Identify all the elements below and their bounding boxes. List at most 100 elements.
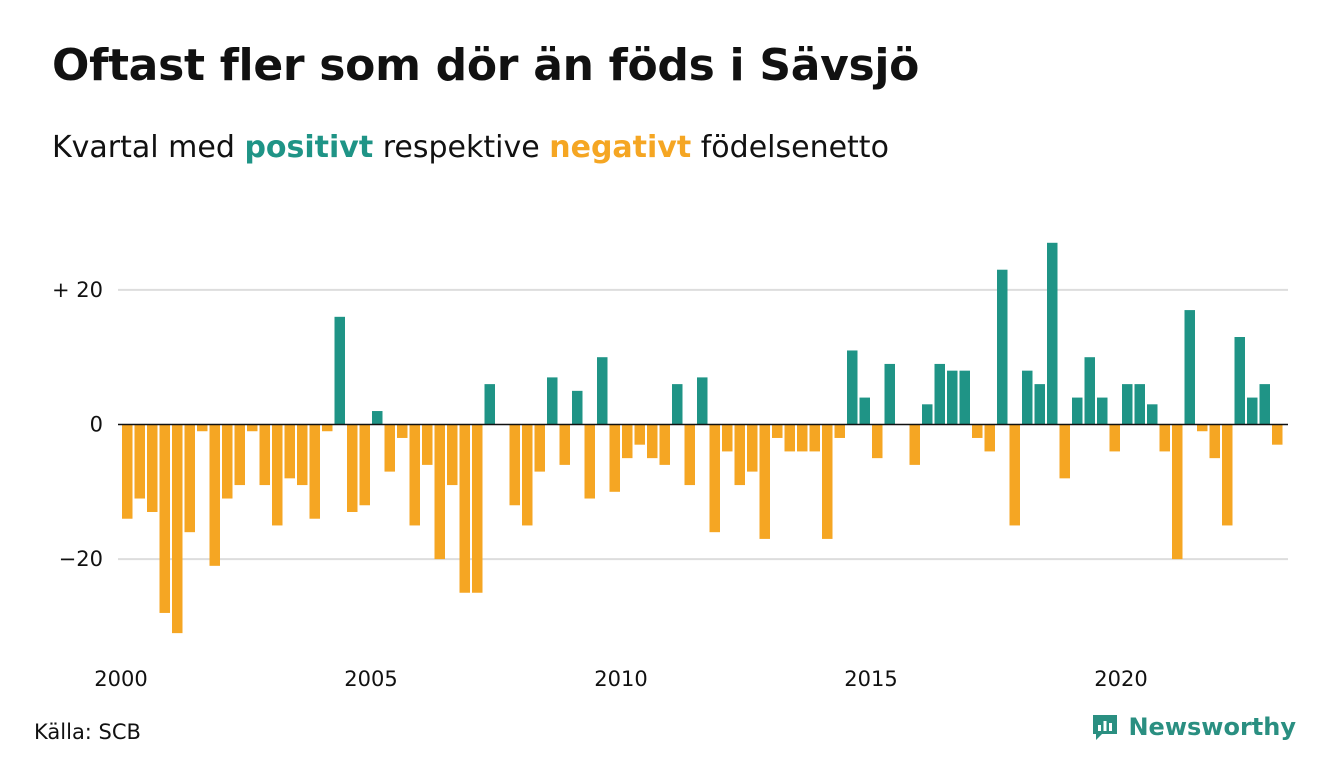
bar (1097, 397, 1108, 425)
bar (622, 424, 633, 459)
brand-logo: Newsworthy (1090, 712, 1296, 742)
bar (259, 424, 270, 486)
bar (647, 424, 658, 459)
bar (234, 424, 245, 486)
bar (1222, 424, 1233, 526)
bar (509, 424, 520, 506)
bar (1059, 424, 1070, 479)
y-tick-label: + 20 (52, 278, 103, 302)
bar (909, 424, 920, 465)
bar (834, 424, 845, 438)
subtitle-positive-word: positivt (244, 130, 374, 165)
bar (434, 424, 445, 560)
bar (309, 424, 320, 519)
bar (1147, 404, 1158, 425)
bar (347, 424, 358, 512)
bar (809, 424, 820, 452)
subtitle-suffix: födelsenetto (700, 130, 889, 165)
bar (859, 397, 870, 425)
bar (597, 357, 608, 425)
bar (797, 424, 808, 452)
bar (1159, 424, 1170, 452)
x-tick-label: 2015 (844, 667, 897, 691)
bar (959, 370, 970, 425)
bar (422, 424, 433, 465)
bar (684, 424, 695, 486)
bar (484, 384, 495, 425)
bar (1047, 242, 1058, 425)
x-tick-label: 2005 (344, 667, 397, 691)
bar (447, 424, 458, 486)
bar (1122, 384, 1133, 425)
bar (772, 424, 783, 438)
bar (384, 424, 395, 472)
y-tick-label: −20 (59, 547, 103, 571)
bar (322, 424, 333, 432)
bar (634, 424, 645, 445)
bar (972, 424, 983, 438)
bar (222, 424, 233, 499)
bar (172, 424, 183, 634)
bar (359, 424, 370, 506)
bar (584, 424, 595, 499)
chart-title: Oftast fler som dör än föds i Sävsjö (52, 40, 920, 91)
bar (884, 363, 895, 425)
bar (559, 424, 570, 465)
bar (759, 424, 770, 539)
bar (534, 424, 545, 472)
bar (922, 404, 933, 425)
bar (659, 424, 670, 465)
bar (784, 424, 795, 452)
x-tick-label: 2010 (594, 667, 647, 691)
bar (159, 424, 170, 613)
bar (209, 424, 220, 566)
bar (334, 316, 345, 425)
bar (947, 370, 958, 425)
bar (722, 424, 733, 452)
bar (697, 377, 708, 425)
subtitle-prefix: Kvartal med (52, 130, 235, 165)
bar (1197, 424, 1208, 432)
bar (572, 390, 583, 425)
bar (247, 424, 258, 432)
bar (847, 350, 858, 425)
bar (934, 363, 945, 425)
bar (672, 384, 683, 425)
source-note: Källa: SCB (34, 720, 141, 744)
bar (184, 424, 195, 533)
bar (997, 269, 1008, 425)
bar (1072, 397, 1083, 425)
bar (372, 411, 383, 425)
y-tick-label: 0 (90, 413, 103, 437)
bar (1209, 424, 1220, 459)
bar (297, 424, 308, 486)
bar (734, 424, 745, 486)
bar (1022, 370, 1033, 425)
newsworthy-logo-icon (1093, 715, 1118, 740)
bar (1009, 424, 1020, 526)
bar (1234, 337, 1245, 425)
brand-name: Newsworthy (1128, 713, 1296, 741)
bar (1034, 384, 1045, 425)
bar (1109, 424, 1120, 452)
bar (547, 377, 558, 425)
bar (197, 424, 208, 432)
bar (272, 424, 283, 526)
bar (709, 424, 720, 533)
subtitle-middle: respektive (382, 130, 540, 165)
x-tick-label: 2020 (1094, 667, 1147, 691)
bar (409, 424, 420, 526)
bar (147, 424, 158, 512)
bar (822, 424, 833, 539)
bar (1247, 397, 1258, 425)
x-tick-label: 2000 (94, 667, 147, 691)
bar (1272, 424, 1283, 445)
bar (397, 424, 408, 438)
bar (747, 424, 758, 472)
bar (1172, 424, 1183, 560)
bar (1084, 357, 1095, 425)
bar (522, 424, 533, 526)
bar (459, 424, 470, 593)
bar (1259, 384, 1270, 425)
